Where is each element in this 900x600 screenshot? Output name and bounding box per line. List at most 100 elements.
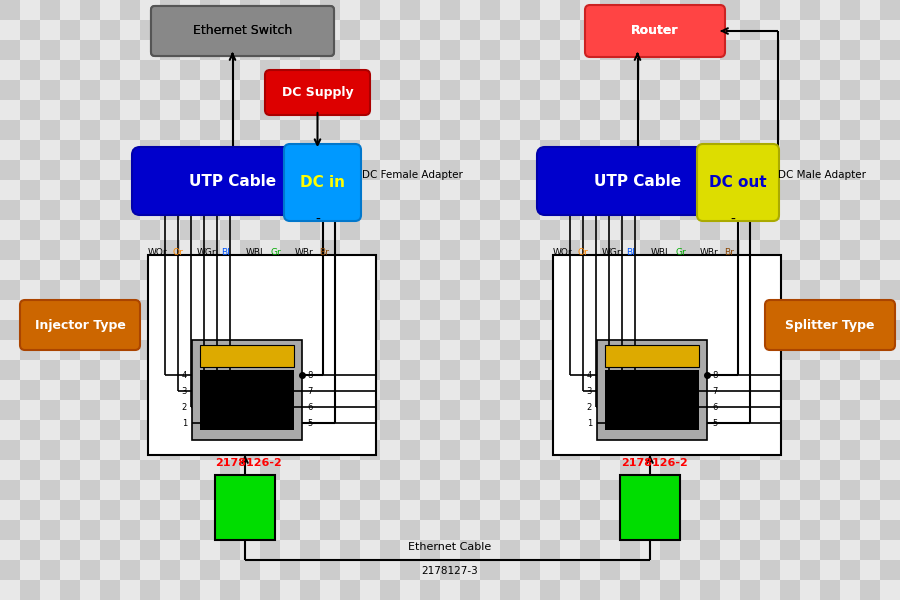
Bar: [760, 20, 780, 40]
Bar: [620, 560, 640, 580]
Bar: [220, 180, 240, 200]
Bar: [280, 340, 300, 360]
Bar: [20, 400, 40, 420]
Bar: [600, 320, 620, 340]
Bar: [460, 480, 480, 500]
Bar: [460, 500, 480, 520]
Bar: [520, 20, 540, 40]
Bar: [520, 440, 540, 460]
Bar: [660, 420, 680, 440]
Bar: [780, 0, 800, 20]
Bar: [320, 480, 340, 500]
Bar: [60, 220, 80, 240]
Bar: [360, 420, 380, 440]
Bar: [600, 60, 620, 80]
Bar: [500, 40, 520, 60]
Bar: [320, 520, 340, 540]
Bar: [680, 320, 700, 340]
Bar: [320, 80, 340, 100]
Bar: [120, 540, 140, 560]
Bar: [760, 400, 780, 420]
Bar: [0, 400, 20, 420]
Bar: [520, 300, 540, 320]
FancyBboxPatch shape: [697, 144, 779, 221]
Bar: [720, 440, 740, 460]
Bar: [160, 480, 180, 500]
Bar: [580, 520, 600, 540]
Bar: [700, 440, 720, 460]
Bar: [300, 420, 320, 440]
Bar: [620, 20, 640, 40]
Bar: [440, 340, 460, 360]
Bar: [60, 40, 80, 60]
Bar: [760, 360, 780, 380]
Bar: [160, 500, 180, 520]
Bar: [440, 480, 460, 500]
Bar: [460, 220, 480, 240]
Bar: [80, 300, 100, 320]
Bar: [360, 300, 380, 320]
Bar: [720, 540, 740, 560]
Bar: [680, 240, 700, 260]
Bar: [460, 40, 480, 60]
Bar: [820, 460, 840, 480]
Bar: [380, 380, 400, 400]
Bar: [600, 420, 620, 440]
Bar: [500, 220, 520, 240]
Bar: [680, 200, 700, 220]
Bar: [360, 540, 380, 560]
Bar: [580, 40, 600, 60]
Bar: [480, 300, 500, 320]
Bar: [800, 520, 820, 540]
Bar: [640, 220, 660, 240]
Bar: [460, 200, 480, 220]
Bar: [480, 320, 500, 340]
Bar: [180, 60, 200, 80]
Bar: [600, 540, 620, 560]
FancyBboxPatch shape: [20, 300, 140, 350]
Bar: [600, 100, 620, 120]
Bar: [0, 60, 20, 80]
Bar: [180, 340, 200, 360]
Bar: [760, 200, 780, 220]
Bar: [560, 180, 580, 200]
Bar: [580, 280, 600, 300]
Bar: [500, 560, 520, 580]
Bar: [640, 320, 660, 340]
Bar: [540, 480, 560, 500]
Bar: [120, 40, 140, 60]
Bar: [820, 0, 840, 20]
Bar: [240, 200, 260, 220]
Bar: [880, 440, 900, 460]
Bar: [440, 540, 460, 560]
Bar: [600, 360, 620, 380]
Bar: [340, 140, 360, 160]
Bar: [540, 240, 560, 260]
Bar: [520, 500, 540, 520]
Bar: [580, 120, 600, 140]
Bar: [0, 500, 20, 520]
Bar: [280, 260, 300, 280]
Bar: [0, 260, 20, 280]
Bar: [700, 540, 720, 560]
Bar: [80, 20, 100, 40]
Bar: [560, 120, 580, 140]
Bar: [340, 280, 360, 300]
Text: DC out: DC out: [709, 175, 767, 190]
Bar: [340, 340, 360, 360]
Bar: [520, 360, 540, 380]
Bar: [620, 140, 640, 160]
Bar: [0, 200, 20, 220]
Bar: [200, 300, 220, 320]
Bar: [400, 340, 420, 360]
Bar: [520, 380, 540, 400]
Bar: [740, 240, 760, 260]
Bar: [580, 60, 600, 80]
Bar: [740, 440, 760, 460]
Bar: [520, 0, 540, 20]
Bar: [60, 500, 80, 520]
Bar: [320, 200, 340, 220]
Bar: [360, 200, 380, 220]
Bar: [520, 460, 540, 480]
Bar: [620, 100, 640, 120]
